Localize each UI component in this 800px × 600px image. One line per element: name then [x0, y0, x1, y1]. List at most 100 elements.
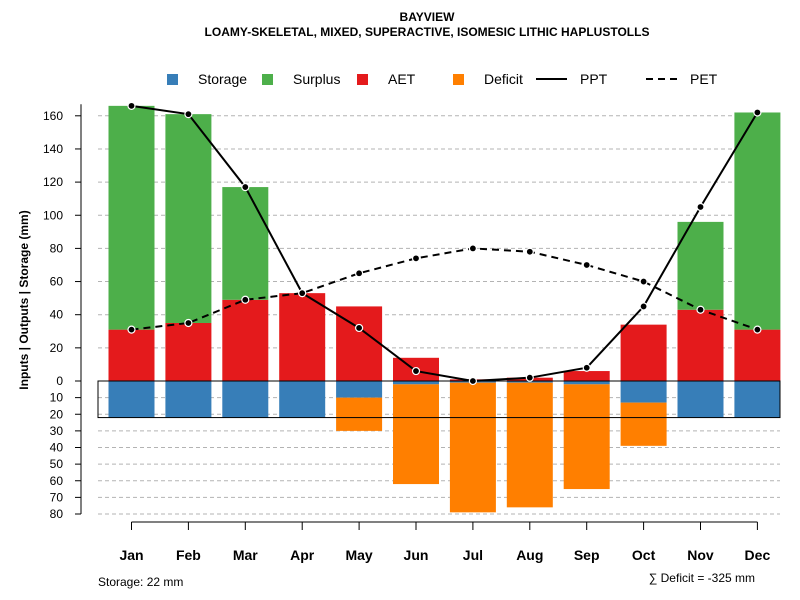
- bar-deficit-may: [336, 397, 383, 431]
- point-ppt-sep: [582, 363, 591, 372]
- point-ppt-jul: [468, 376, 477, 386]
- line-pet: [131, 247, 758, 331]
- point-pet-feb: [184, 318, 193, 328]
- bar-surplus-nov: [677, 221, 724, 310]
- lines: [127, 101, 762, 386]
- y-tick-label: 40: [50, 441, 64, 455]
- y-tick-label: 10: [50, 391, 64, 405]
- bar-surplus-feb: [165, 114, 212, 323]
- bar-storage-oct: [620, 381, 667, 403]
- bar-deficit-jun: [393, 384, 439, 485]
- point-ppt-dec: [753, 108, 762, 117]
- x-tick-label: Oct: [632, 547, 656, 563]
- y-tick-label: 120: [43, 175, 63, 189]
- x-tick-label: Dec: [745, 547, 771, 563]
- bars: [97, 105, 781, 513]
- point-ppt-feb: [184, 110, 193, 119]
- legend: Storage Surplus AET Deficit PPT PET: [167, 71, 718, 87]
- point-pet-sep: [582, 260, 591, 270]
- bar-aet-apr: [279, 293, 326, 381]
- bar-surplus-dec: [734, 112, 781, 330]
- bar-storage-may: [336, 381, 383, 398]
- bar-storage-dec: [734, 381, 781, 418]
- x-tick-label: Jan: [119, 547, 143, 563]
- bar-aet-nov: [677, 309, 724, 381]
- point-pet-dec: [753, 325, 762, 334]
- x-tick-label: Jul: [463, 547, 483, 563]
- y-tick-label: 70: [50, 490, 64, 504]
- line-ppt: [131, 104, 759, 383]
- bar-storage-sep: [563, 381, 610, 385]
- bar-surplus-jan: [108, 105, 155, 330]
- chart-title: BAYVIEW: [400, 10, 456, 24]
- x-tick-label: May: [345, 547, 372, 563]
- y-tick-label: 30: [50, 424, 64, 438]
- x-tick-label: Mar: [233, 547, 258, 563]
- x-tick-label: Jun: [404, 547, 429, 563]
- legend-swatch-storage: [167, 74, 178, 85]
- y-tick-label: 60: [50, 275, 64, 289]
- x-tick-label: Nov: [687, 547, 714, 563]
- y-tick-label: 100: [43, 208, 63, 222]
- point-ppt-may: [355, 323, 364, 333]
- legend-label-ppt: PPT: [580, 71, 608, 87]
- point-pet-may: [355, 269, 364, 278]
- x-tick-label: Sep: [574, 547, 600, 563]
- x-tick-label: Feb: [176, 547, 201, 563]
- bar-aet-oct: [620, 324, 667, 381]
- legend-label-pet: PET: [690, 71, 718, 87]
- y-tick-label: 80: [50, 241, 64, 255]
- point-pet-mar: [241, 295, 250, 304]
- bar-aet-dec: [734, 329, 781, 381]
- bar-storage-jan: [108, 381, 155, 418]
- legend-label-surplus: Surplus: [293, 71, 340, 87]
- y-axis-label: Inputs | Outputs | Storage (mm): [17, 210, 31, 389]
- legend-label-deficit: Deficit: [484, 71, 523, 87]
- point-pet-aug: [525, 247, 534, 256]
- legend-swatch-aet: [357, 74, 368, 85]
- y-tick-label: 20: [50, 341, 64, 355]
- y-tick-label: 80: [50, 507, 64, 521]
- bar-aet-feb: [165, 322, 212, 381]
- bar-storage-apr: [279, 381, 326, 418]
- y-tick-label: 60: [50, 474, 64, 488]
- bar-deficit-sep: [563, 384, 610, 490]
- storage-capacity-box: [97, 380, 781, 419]
- point-pet-jun: [411, 254, 421, 263]
- deficit-note: ∑ Deficit = -325 mm: [649, 571, 755, 585]
- bar-storage-jun: [393, 381, 439, 385]
- y-tick-label: 0: [56, 374, 63, 388]
- x-tick-label: Apr: [290, 547, 315, 563]
- legend-label-aet: AET: [388, 71, 416, 87]
- bar-deficit-oct: [620, 402, 667, 446]
- axes: 0 20 40 60 80 100 120 140 160 10 20 30 40 50 60 70 80 Jan…: [43, 104, 770, 563]
- point-pet-nov: [696, 305, 705, 314]
- bar-surplus-mar: [222, 187, 269, 300]
- bar-storage-feb: [165, 381, 212, 418]
- bar-storage-mar: [222, 381, 269, 418]
- x-tick-label: Aug: [516, 547, 543, 563]
- y-tick-label: 40: [50, 308, 64, 322]
- point-pet-jul: [468, 244, 477, 253]
- y-tick-label: 140: [43, 142, 63, 156]
- point-pet-oct: [639, 277, 648, 286]
- bar-aet-mar: [222, 299, 269, 381]
- y-tick-label: 50: [50, 457, 64, 471]
- y-tick-label: 20: [50, 407, 64, 421]
- bar-deficit-aug: [506, 382, 553, 508]
- bar-deficit-jul: [449, 382, 496, 513]
- legend-swatch-surplus: [262, 74, 273, 85]
- bar-storage-aug: [506, 381, 553, 383]
- point-ppt-jan: [127, 101, 136, 110]
- point-ppt-mar: [241, 182, 250, 192]
- y-tick-label: 160: [43, 109, 63, 123]
- bar-aet-jan: [108, 329, 155, 381]
- bar-aet-sep: [563, 371, 610, 381]
- point-ppt-oct: [639, 302, 648, 311]
- legend-swatch-deficit: [453, 74, 464, 85]
- storage-note: Storage: 22 mm: [98, 575, 183, 589]
- legend-label-storage: Storage: [198, 71, 247, 87]
- bar-storage-nov: [677, 381, 724, 418]
- chart-subtitle: LOAMY-SKELETAL, MIXED, SUPERACTIVE, ISOM…: [205, 25, 650, 39]
